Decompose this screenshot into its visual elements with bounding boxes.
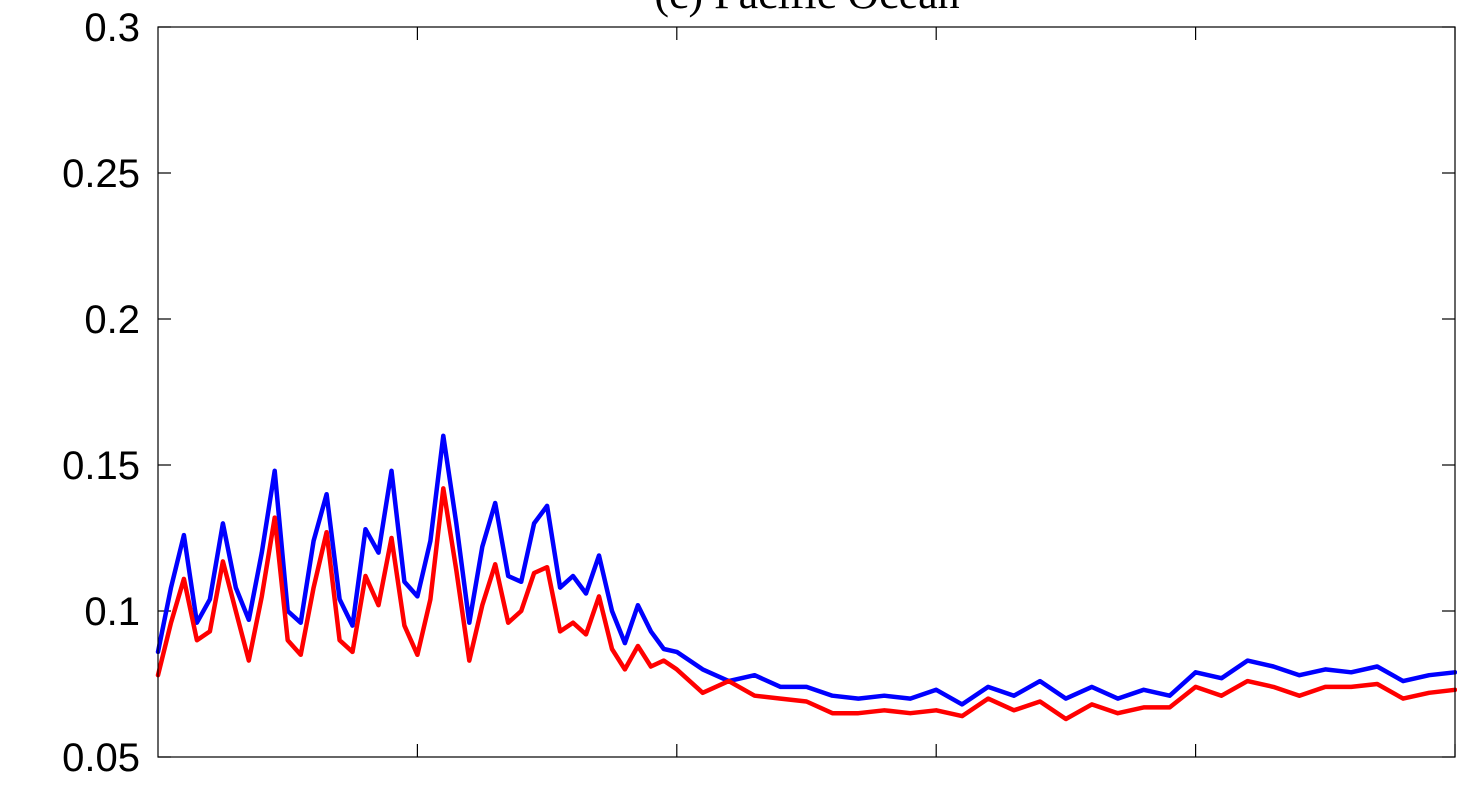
y-tick-label: 0.3 — [84, 6, 140, 50]
chart-title: (c) Pacific Ocean — [654, 0, 959, 18]
y-tick-label: 0.05 — [62, 736, 140, 780]
y-tick-label: 0.15 — [62, 444, 140, 488]
y-tick-labels: 0.05 0.1 0.15 0.2 0.25 0.3 — [62, 6, 140, 780]
series-line-1 — [155, 433, 1457, 707]
series-group — [155, 433, 1457, 722]
plot-frame — [157, 26, 1456, 758]
y-tick-label: 0.25 — [62, 152, 140, 196]
y-tick-label: 0.2 — [84, 298, 140, 342]
series-line-2 — [155, 486, 1457, 722]
y-tick-label: 0.1 — [84, 590, 140, 634]
